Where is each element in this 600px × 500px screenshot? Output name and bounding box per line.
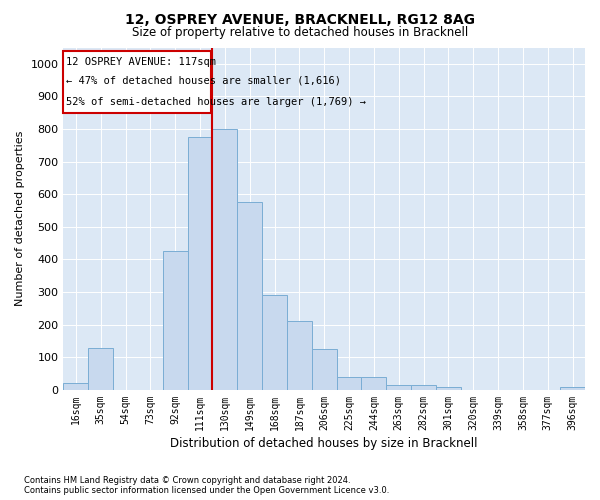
Bar	[386, 385, 411, 390]
Bar	[411, 385, 436, 390]
Bar	[64, 51, 211, 114]
Bar	[88, 348, 113, 390]
Bar	[262, 296, 287, 390]
Text: 52% of semi-detached houses are larger (1,769) →: 52% of semi-detached houses are larger (…	[67, 97, 367, 107]
Bar	[237, 202, 262, 390]
Text: 12, OSPREY AVENUE, BRACKNELL, RG12 8AG: 12, OSPREY AVENUE, BRACKNELL, RG12 8AG	[125, 12, 475, 26]
Bar	[361, 377, 386, 390]
Text: Contains HM Land Registry data © Crown copyright and database right 2024.: Contains HM Land Registry data © Crown c…	[24, 476, 350, 485]
Y-axis label: Number of detached properties: Number of detached properties	[15, 131, 25, 306]
Text: Size of property relative to detached houses in Bracknell: Size of property relative to detached ho…	[132, 26, 468, 39]
X-axis label: Distribution of detached houses by size in Bracknell: Distribution of detached houses by size …	[170, 437, 478, 450]
Bar	[188, 137, 212, 390]
Bar	[560, 386, 585, 390]
Bar	[337, 377, 361, 390]
Bar	[212, 129, 237, 390]
Bar	[163, 252, 188, 390]
Bar	[64, 384, 88, 390]
Bar	[312, 349, 337, 390]
Text: Contains public sector information licensed under the Open Government Licence v3: Contains public sector information licen…	[24, 486, 389, 495]
Bar	[287, 322, 312, 390]
Text: 12 OSPREY AVENUE: 117sqm: 12 OSPREY AVENUE: 117sqm	[67, 57, 217, 67]
Text: ← 47% of detached houses are smaller (1,616): ← 47% of detached houses are smaller (1,…	[67, 76, 341, 86]
Bar	[436, 386, 461, 390]
